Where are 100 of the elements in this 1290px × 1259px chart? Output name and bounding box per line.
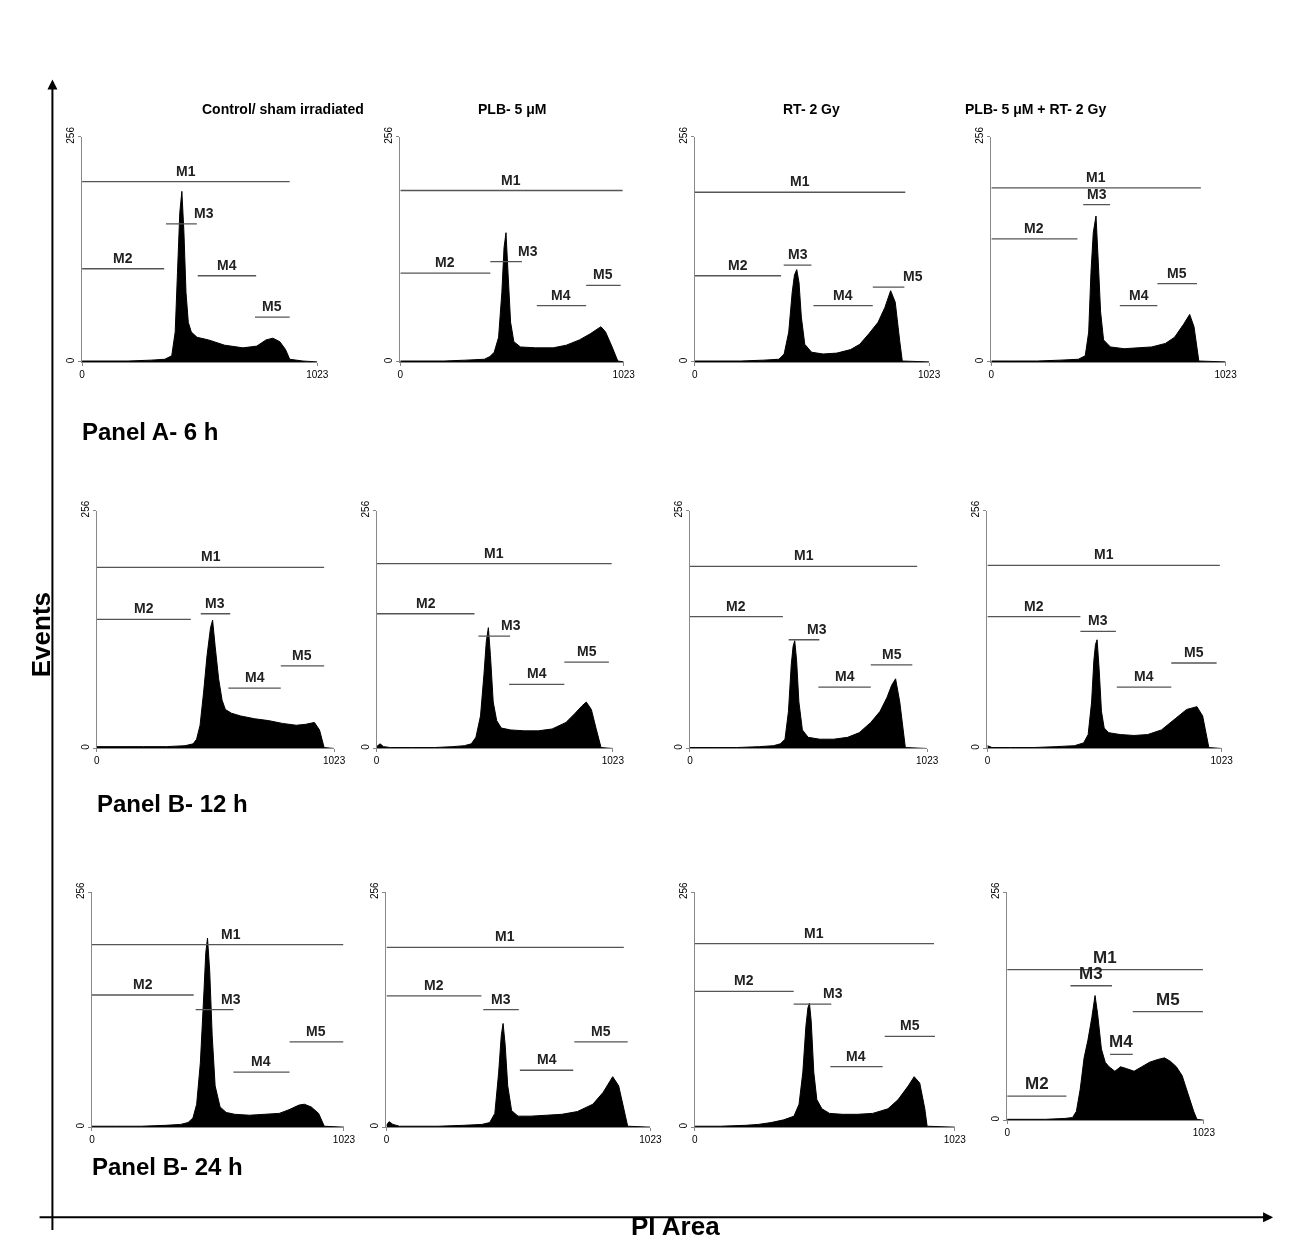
series-label: M4 (1129, 287, 1149, 303)
series-label: M5 (882, 646, 902, 662)
y-tick-label: 0 (974, 357, 986, 364)
chart-title: Control/ sham irradiated (202, 101, 364, 117)
series-label: M2 (1024, 598, 1044, 614)
series-label: M4 (846, 1048, 866, 1064)
series-label: M2 (424, 977, 444, 993)
series-label: M3 (1079, 964, 1103, 983)
text: Events (26, 591, 57, 678)
x-tick-label: 1023 (1192, 1127, 1216, 1139)
series-label: M3 (1088, 612, 1108, 628)
y-tick-label: 256 (369, 881, 381, 900)
series-label: M5 (903, 268, 923, 284)
x-tick-label: 1023 (639, 1134, 662, 1146)
series-label: M5 (591, 1023, 611, 1039)
x-tick-label: 0 (94, 755, 101, 767)
series-label: M4 (835, 668, 855, 684)
y-tick-label: 256 (974, 126, 986, 144)
series-label: M1 (501, 172, 521, 188)
series-label: M2 (734, 972, 754, 988)
series-label: M3 (501, 617, 521, 633)
y-tick-label: 256 (74, 881, 86, 900)
series-label: M3 (823, 985, 843, 1001)
text: Panel B- 12 h (97, 790, 248, 817)
y-tick-label: 256 (677, 881, 689, 900)
series-label: M2 (416, 595, 436, 611)
y-tick-label: 256 (65, 126, 77, 144)
series-label: M3 (1087, 186, 1107, 202)
series-label: M4 (551, 287, 571, 303)
series-label: M3 (221, 991, 241, 1007)
series-label: M5 (262, 298, 282, 314)
series-label: M2 (728, 257, 748, 273)
series-label: M2 (726, 598, 746, 614)
series-label: M2 (1024, 220, 1044, 236)
series-label: M5 (593, 266, 613, 282)
series-label: M4 (217, 257, 237, 273)
series-label: M5 (306, 1023, 326, 1039)
chart-title: PLB- 5 μM + RT- 2 Gy (965, 101, 1107, 117)
series-label: M1 (201, 548, 221, 564)
series-label: M2 (113, 250, 133, 266)
y-tick-label: 256 (990, 881, 1002, 900)
x-tick-label: 1023 (306, 368, 329, 380)
text: Panel A- 6 h (82, 418, 219, 445)
series-label: M5 (292, 647, 312, 663)
series-label: M3 (491, 991, 511, 1007)
y-tick-label: 256 (383, 126, 395, 144)
series-label: M1 (790, 173, 810, 189)
series-label: M3 (807, 621, 827, 637)
series-label: M1 (484, 545, 504, 561)
series-label: M3 (205, 595, 225, 611)
x-tick-label: 0 (397, 368, 404, 380)
x-tick-label: 1023 (1214, 368, 1238, 380)
series-label: M4 (1134, 668, 1154, 684)
text: Panel B- 24 h (92, 1153, 243, 1180)
series-label: M4 (1109, 1032, 1134, 1051)
series-label: M1 (495, 928, 515, 944)
series-label: M4 (245, 669, 265, 685)
series-label: M2 (1025, 1074, 1049, 1093)
series-label: M5 (1156, 990, 1180, 1009)
x-tick-label: 1023 (917, 368, 941, 380)
chart-title: RT- 2 Gy (783, 101, 841, 117)
x-tick-label: 1023 (916, 755, 939, 767)
y-tick-label: 256 (970, 500, 982, 518)
chart-title: PLB- 5 μM (478, 101, 547, 117)
series-label: M2 (435, 254, 455, 270)
series-label: M1 (804, 925, 824, 941)
series-label: M1 (1086, 169, 1106, 185)
y-tick-label: 256 (677, 126, 689, 144)
series-label: M1 (221, 926, 241, 942)
series-label: M1 (176, 163, 196, 179)
series-label: M4 (537, 1051, 557, 1067)
x-tick-label: 1023 (612, 368, 636, 380)
series-label: M4 (833, 287, 853, 303)
y-tick-label: 0 (677, 1122, 689, 1129)
series-label: M1 (1093, 948, 1117, 967)
x-tick-label: 0 (692, 368, 699, 380)
x-tick-label: 1023 (1210, 755, 1234, 767)
y-tick-label: 256 (672, 500, 684, 518)
x-tick-label: 0 (1004, 1127, 1011, 1139)
series-label: M1 (1094, 546, 1114, 562)
series-label: M5 (1167, 265, 1187, 281)
x-tick-label: 1023 (332, 1134, 356, 1146)
y-tick-label: 256 (79, 500, 91, 518)
series-label: M3 (788, 246, 808, 262)
series-label: M2 (134, 600, 154, 616)
series-label: M4 (251, 1053, 271, 1069)
x-tick-label: 1023 (601, 755, 625, 767)
series-label: M2 (133, 976, 153, 992)
x-tick-label: 1023 (322, 755, 346, 767)
series-label: M5 (900, 1017, 920, 1033)
x-tick-label: 1023 (943, 1134, 967, 1146)
x-tick-label: 0 (692, 1134, 699, 1146)
series-label: M4 (527, 665, 547, 681)
series-label: M5 (1184, 644, 1204, 660)
series-label: M3 (194, 205, 214, 221)
y-tick-label: 0 (970, 743, 982, 750)
y-tick-label: 0 (677, 357, 689, 364)
series-label: M3 (518, 243, 538, 259)
series-label: M5 (577, 643, 597, 659)
series-label: M1 (794, 547, 814, 563)
